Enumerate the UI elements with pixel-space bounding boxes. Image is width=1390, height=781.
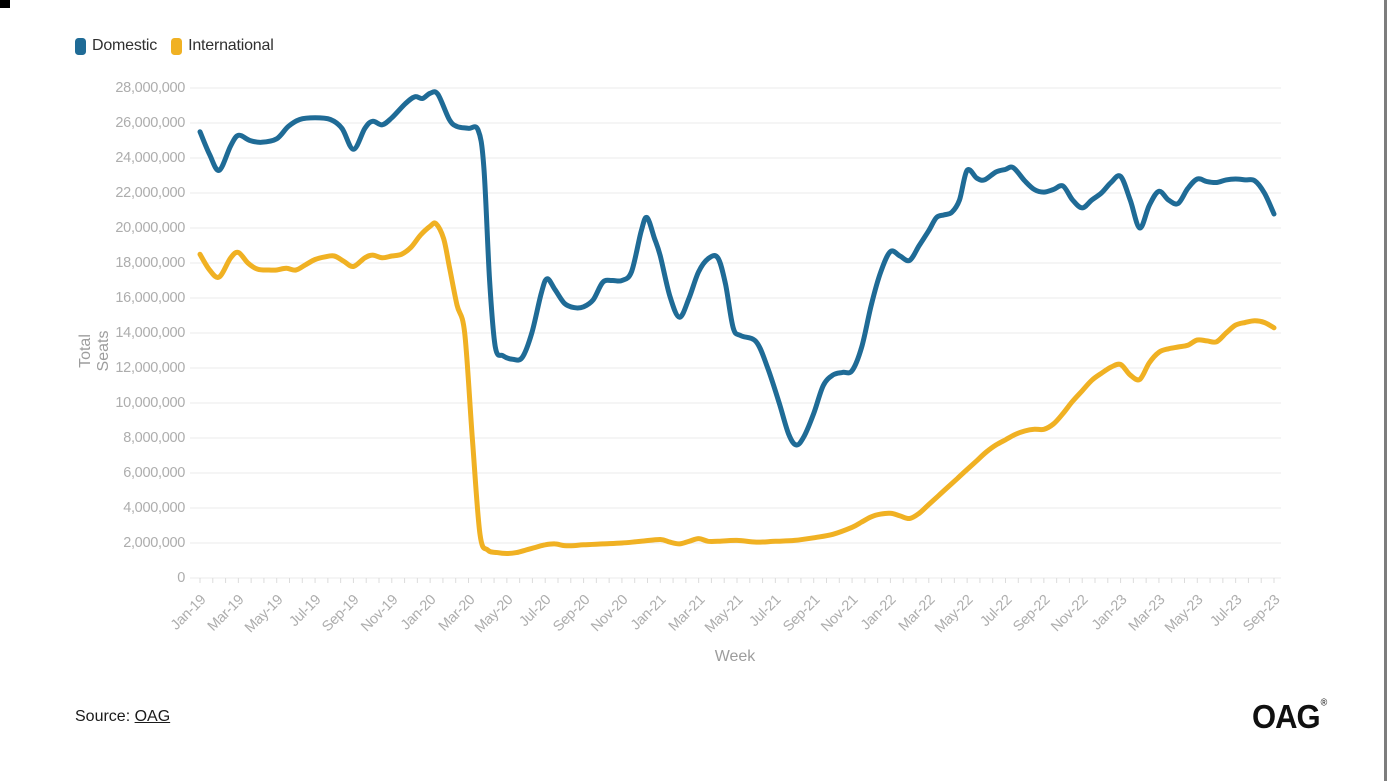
y-tick-label: 16,000,000: [115, 290, 185, 306]
y-axis-title: Total Seats: [77, 330, 112, 372]
legend-item-domestic[interactable]: Domestic: [75, 37, 157, 55]
y-tick-label: 0: [177, 570, 185, 586]
y-tick-label: 12,000,000: [115, 360, 185, 376]
legend-label-international: International: [188, 37, 274, 54]
legend-swatch-international: [171, 37, 183, 55]
source-prefix: Source:: [75, 708, 135, 725]
y-tick-label: 10,000,000: [115, 395, 185, 411]
y-tick-label: 8,000,000: [123, 430, 185, 446]
series-line-domestic: [197, 89, 1277, 448]
oag-logo-text: OAG: [1252, 698, 1321, 736]
y-tick-label: 26,000,000: [115, 115, 185, 131]
series-line-international: [197, 220, 1277, 556]
corner-artifact: [0, 0, 10, 8]
legend-item-international[interactable]: International: [171, 37, 274, 55]
window-right-border: [1384, 0, 1387, 781]
oag-logo: OAG®: [1252, 696, 1328, 737]
y-tick-label: 4,000,000: [123, 500, 185, 516]
source-link[interactable]: OAG: [134, 708, 171, 725]
y-tick-label: 6,000,000: [123, 465, 185, 481]
y-tick-label: 24,000,000: [115, 150, 185, 166]
y-tick-label: 20,000,000: [115, 220, 185, 236]
y-tick-label: 28,000,000: [115, 80, 185, 96]
chart-legend: Domestic International: [75, 37, 274, 55]
y-tick-label: 14,000,000: [115, 325, 185, 341]
y-tick-label: 18,000,000: [115, 255, 185, 271]
x-axis-title: Week: [714, 648, 756, 665]
source-note: Source: OAG: [75, 708, 170, 726]
y-tick-label: 2,000,000: [123, 535, 185, 551]
legend-swatch-domestic: [75, 37, 86, 55]
y-tick-label: 22,000,000: [115, 185, 185, 201]
oag-logo-mark: ®: [1320, 696, 1328, 708]
legend-label-domestic: Domestic: [92, 37, 158, 54]
